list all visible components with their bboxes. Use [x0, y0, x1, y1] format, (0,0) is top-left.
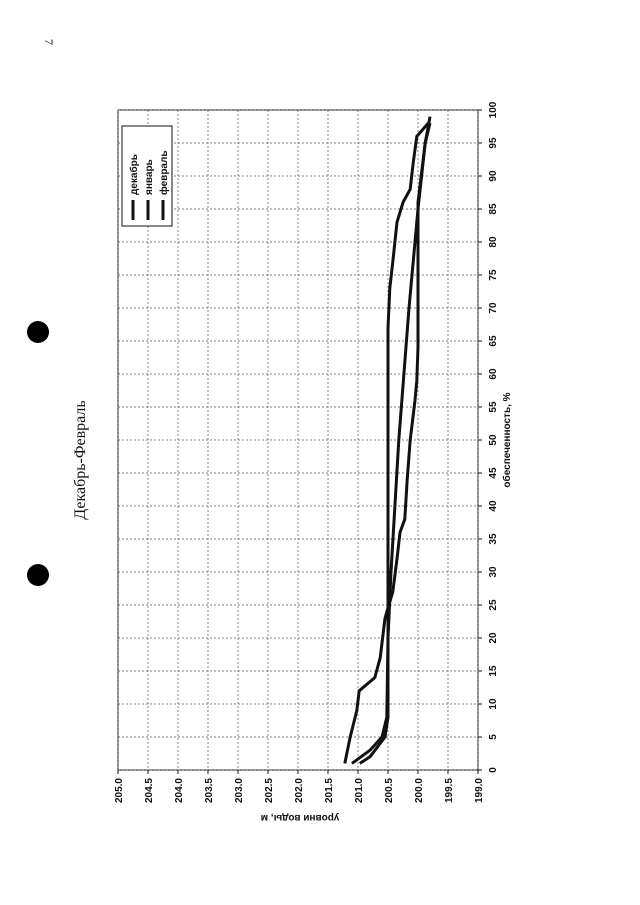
x-tick-label: 35 [488, 533, 499, 545]
page-number: 7 [42, 39, 56, 45]
y-tick-label: 203.5 [204, 778, 215, 803]
y-tick-label: 202.5 [264, 778, 275, 803]
data-line [351, 116, 432, 765]
y-tick-label: 200.0 [414, 778, 425, 803]
x-tick-label: 5 [488, 734, 499, 740]
legend-label: февраль [158, 151, 170, 196]
y-tick-label: 203.0 [234, 778, 245, 803]
legend-label: январь [144, 159, 155, 195]
x-tick-label: 65 [488, 335, 499, 347]
x-tick-label: 0 [488, 767, 499, 773]
x-tick-label: 30 [488, 566, 499, 578]
chart-title: Декабрь-Февраль [72, 400, 89, 519]
y-tick-label: 204.0 [174, 778, 185, 803]
punch-hole [27, 321, 49, 343]
legend-label: декабрь [128, 154, 140, 195]
x-axis-title: обеспеченность, % [501, 392, 513, 487]
y-tick-label: 205.0 [114, 778, 125, 803]
y-axis-title: уровни воды, м [261, 812, 340, 823]
x-tick-label: 15 [488, 665, 499, 677]
y-tick-label: 204.5 [144, 778, 155, 803]
x-tick-label: 55 [488, 401, 499, 413]
data-line [343, 122, 432, 764]
x-tick-label: 95 [488, 137, 499, 149]
y-tick-label: 199.5 [444, 778, 455, 803]
data-line [358, 122, 430, 765]
x-tick-label: 25 [488, 599, 499, 611]
x-tick-label: 80 [488, 236, 499, 248]
y-tick-label: 200.5 [384, 778, 395, 803]
x-tick-label: 75 [488, 269, 499, 281]
x-tick-label: 20 [488, 632, 499, 644]
y-tick-label: 201.5 [324, 778, 335, 803]
y-tick-label: 201.0 [354, 778, 365, 803]
punch-hole [27, 564, 49, 586]
x-tick-label: 60 [488, 368, 499, 380]
y-tick-label: 199.0 [474, 778, 485, 803]
x-tick-label: 40 [488, 500, 499, 512]
x-tick-label: 90 [488, 170, 499, 182]
y-tick-label: 202.0 [294, 778, 305, 803]
x-tick-label: 100 [488, 101, 499, 118]
x-tick-label: 50 [488, 434, 499, 446]
x-tick-label: 45 [488, 467, 499, 479]
x-tick-label: 85 [488, 203, 499, 215]
x-tick-label: 70 [488, 302, 499, 314]
x-tick-label: 10 [488, 698, 499, 710]
